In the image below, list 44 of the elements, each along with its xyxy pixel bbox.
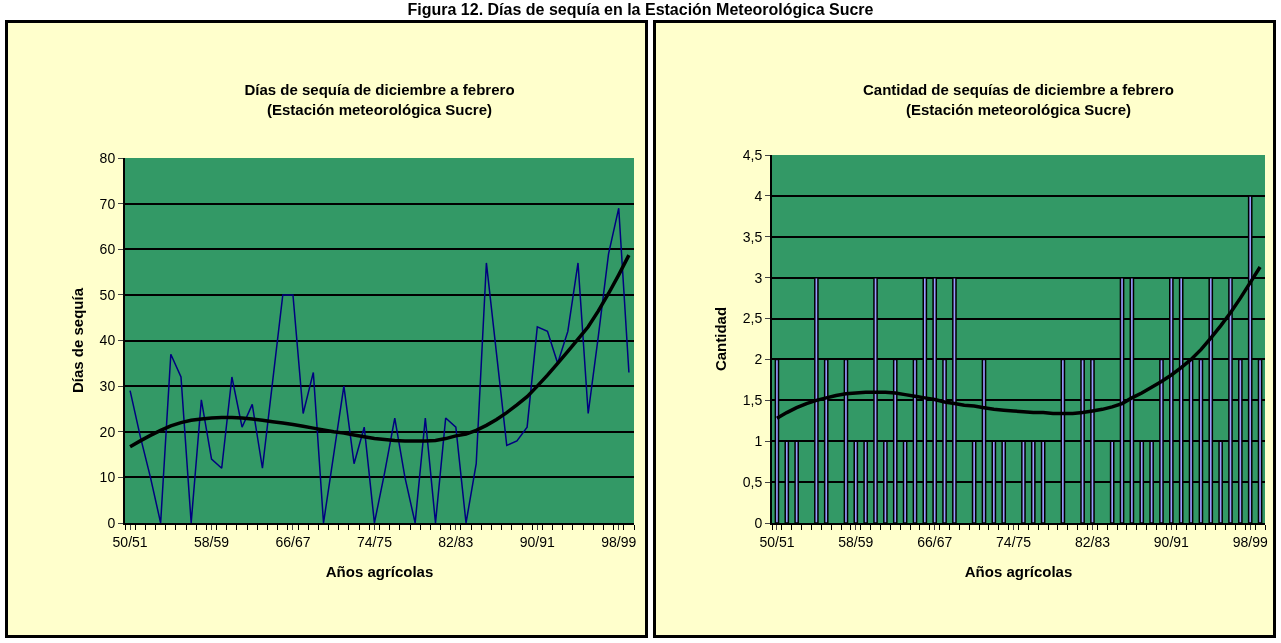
y-tick-label: 1,5 [742,392,763,409]
line-series [128,253,631,449]
x-tick-label: 82/83 [1074,533,1111,550]
y-tick-label: 0,5 [742,474,763,491]
y-tick-label: 3,5 [742,228,763,245]
x-axis-title: Años agrícolas [325,563,434,581]
y-tick-label: 2 [754,351,763,368]
y-tick-label: 50 [99,286,116,303]
y-tick-label: 4 [754,187,763,204]
x-tick-label: 90/91 [1153,533,1190,550]
x-tick-label: 82/83 [438,533,474,550]
y-tick-label: 1 [754,433,763,450]
text: Figura 12. Días de sequía en la Estación Meteorológica Sucre [406,0,875,20]
line-series [129,207,630,523]
x-tick-label: 50/51 [112,533,148,550]
y-tick-label: 2,5 [742,310,763,327]
chart-subtitle: (Estación meteorológica Sucre) [905,100,1132,118]
x-tick-label: 50/51 [759,533,795,550]
y-tick-label: 0 [754,514,763,531]
x-tick-label: 90/91 [519,533,556,550]
y-tick-label: 30 [99,378,116,395]
x-tick-label: 98/99 [601,533,637,550]
chart-title: Cantidad de sequías de diciembre a febrero [863,81,1174,98]
y-tick-label: 70 [99,195,116,212]
x-tick-label: 98/99 [1232,533,1268,550]
x-tick-label: 74/75 [356,533,393,550]
y-tick-label: 40 [99,332,116,349]
y-tick-label: 4,5 [742,146,763,163]
x-tick-label: 74/75 [996,533,1032,550]
y-axis-title: Días de sequía [69,287,87,394]
y-tick-label: 0 [107,514,116,531]
x-tick-label: 58/59 [194,533,230,550]
y-axis-title: Cantidad [712,306,730,372]
x-tick-label: 66/67 [917,533,953,550]
x-axis-title: Años agrícolas [964,563,1073,581]
chart-title: Días de sequía de diciembre a febrero [244,81,515,98]
y-tick-label: 10 [99,469,116,486]
y-tick-label: 80 [99,149,116,166]
chart-subtitle: (Estación meteorológica Sucre) [266,100,493,118]
x-tick-label: 66/67 [275,533,311,550]
x-tick-label: 58/59 [838,533,874,550]
y-tick-label: 60 [99,241,116,258]
y-tick-label: 20 [99,423,116,440]
y-tick-label: 3 [754,269,763,286]
